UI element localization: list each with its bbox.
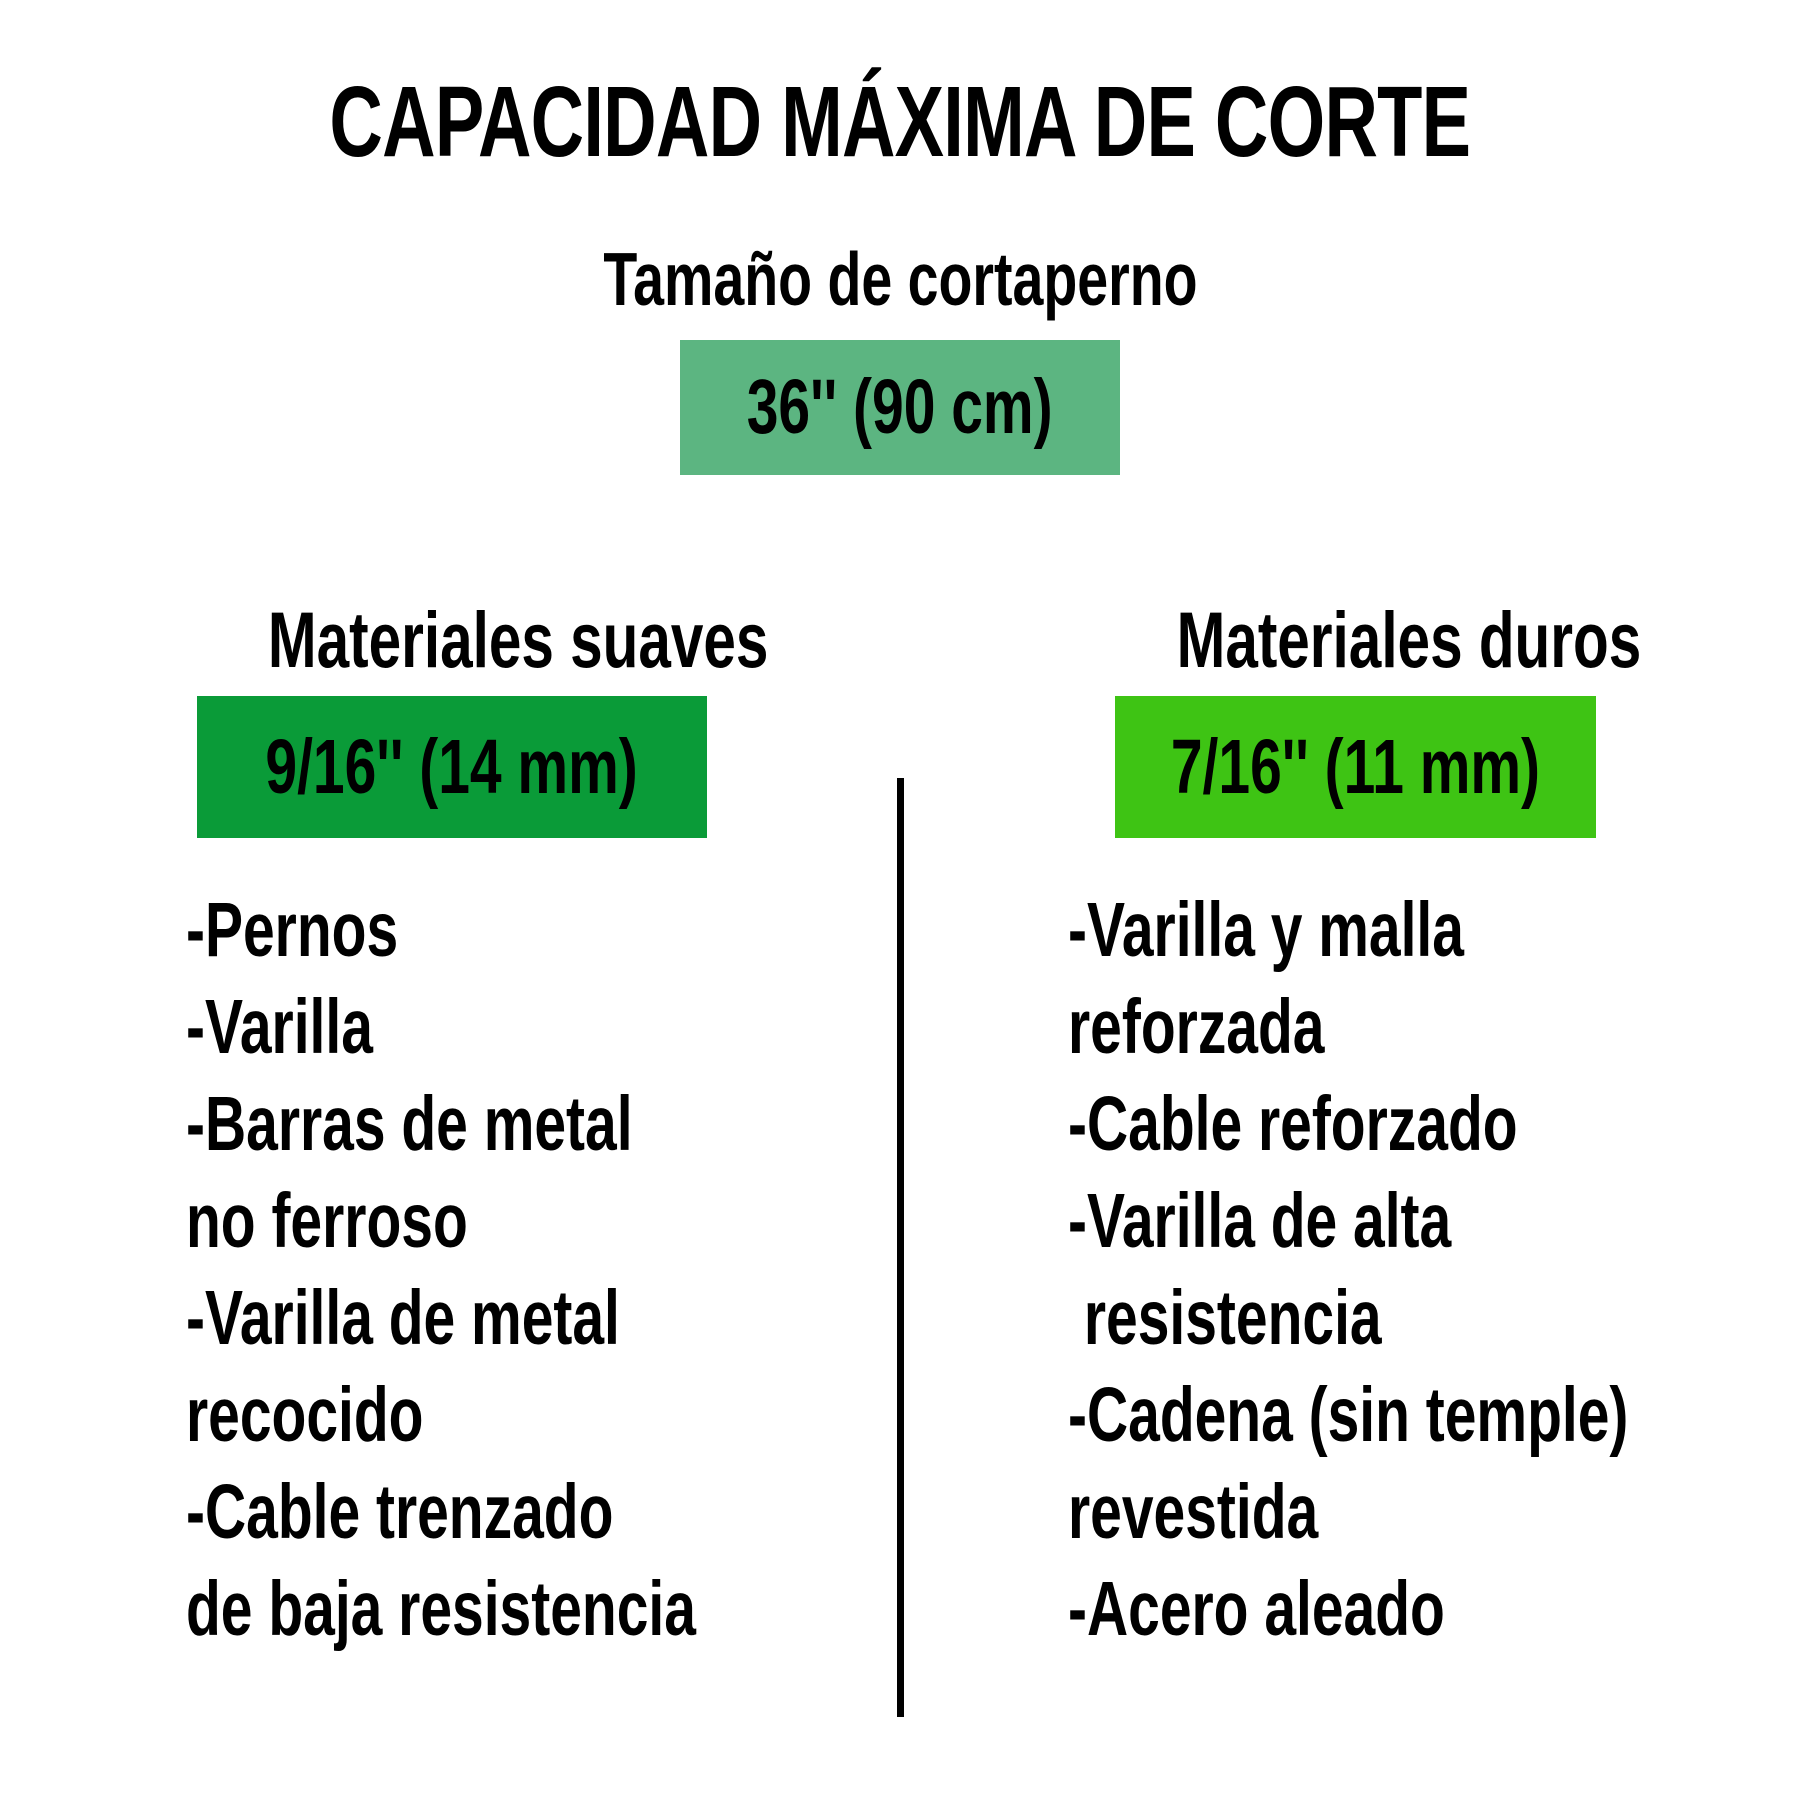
soft-capacity-badge: 9/16'' (14 mm) — [197, 696, 707, 838]
list-line: no ferroso — [186, 1178, 468, 1264]
list-line: -Pernos — [186, 887, 399, 973]
hard-capacity-badge: 7/16'' (11 mm) — [1115, 696, 1596, 838]
list-line: -Varilla de alta — [1068, 1178, 1452, 1264]
column-header-hard-text: Materiales duros — [1176, 595, 1642, 684]
list-line: revestida — [1068, 1469, 1319, 1555]
page-title-text: CAPACIDAD MÁXIMA DE CORTE — [329, 66, 1472, 178]
list-line: -Barras de metal — [186, 1081, 633, 1167]
list-line: reforzada — [1068, 984, 1325, 1070]
list-line: -Cable reforzado — [1068, 1081, 1518, 1167]
column-header-hard-materials: Materiales duros — [1095, 600, 1642, 679]
page-title: CAPACIDAD MÁXIMA DE CORTE — [0, 72, 1800, 172]
list-line: -Cadena (sin temple) — [1068, 1372, 1629, 1458]
size-badge: 36'' (90 cm) — [680, 340, 1120, 475]
column-divider — [897, 778, 904, 1717]
column-header-soft-materials: Materiales suaves — [180, 600, 768, 679]
soft-materials-list: -Pernos -Varilla -Barras de metal no fer… — [186, 882, 875, 1658]
list-line: -Cable trenzado — [186, 1469, 614, 1555]
hard-materials-list: -Varilla y malla reforzada -Cable reforz… — [1068, 882, 1800, 1658]
list-line: de baja resistencia — [186, 1566, 696, 1652]
list-line: -Varilla y malla — [1068, 887, 1464, 973]
column-header-soft-text: Materiales suaves — [267, 595, 769, 684]
hard-capacity-badge-text: 7/16'' (11 mm) — [1170, 723, 1541, 810]
list-line: recocido — [186, 1372, 424, 1458]
list-line: -Varilla — [186, 984, 373, 1070]
size-label: Tamaño de cortaperno — [0, 242, 1800, 317]
list-line: resistencia — [1068, 1275, 1382, 1361]
size-badge-text: 36'' (90 cm) — [747, 364, 1053, 450]
soft-capacity-badge-text: 9/16'' (14 mm) — [265, 723, 639, 810]
list-line: -Varilla de metal — [186, 1275, 620, 1361]
size-label-text: Tamaño de cortaperno — [602, 237, 1198, 321]
list-line: -Acero aleado — [1068, 1566, 1445, 1652]
